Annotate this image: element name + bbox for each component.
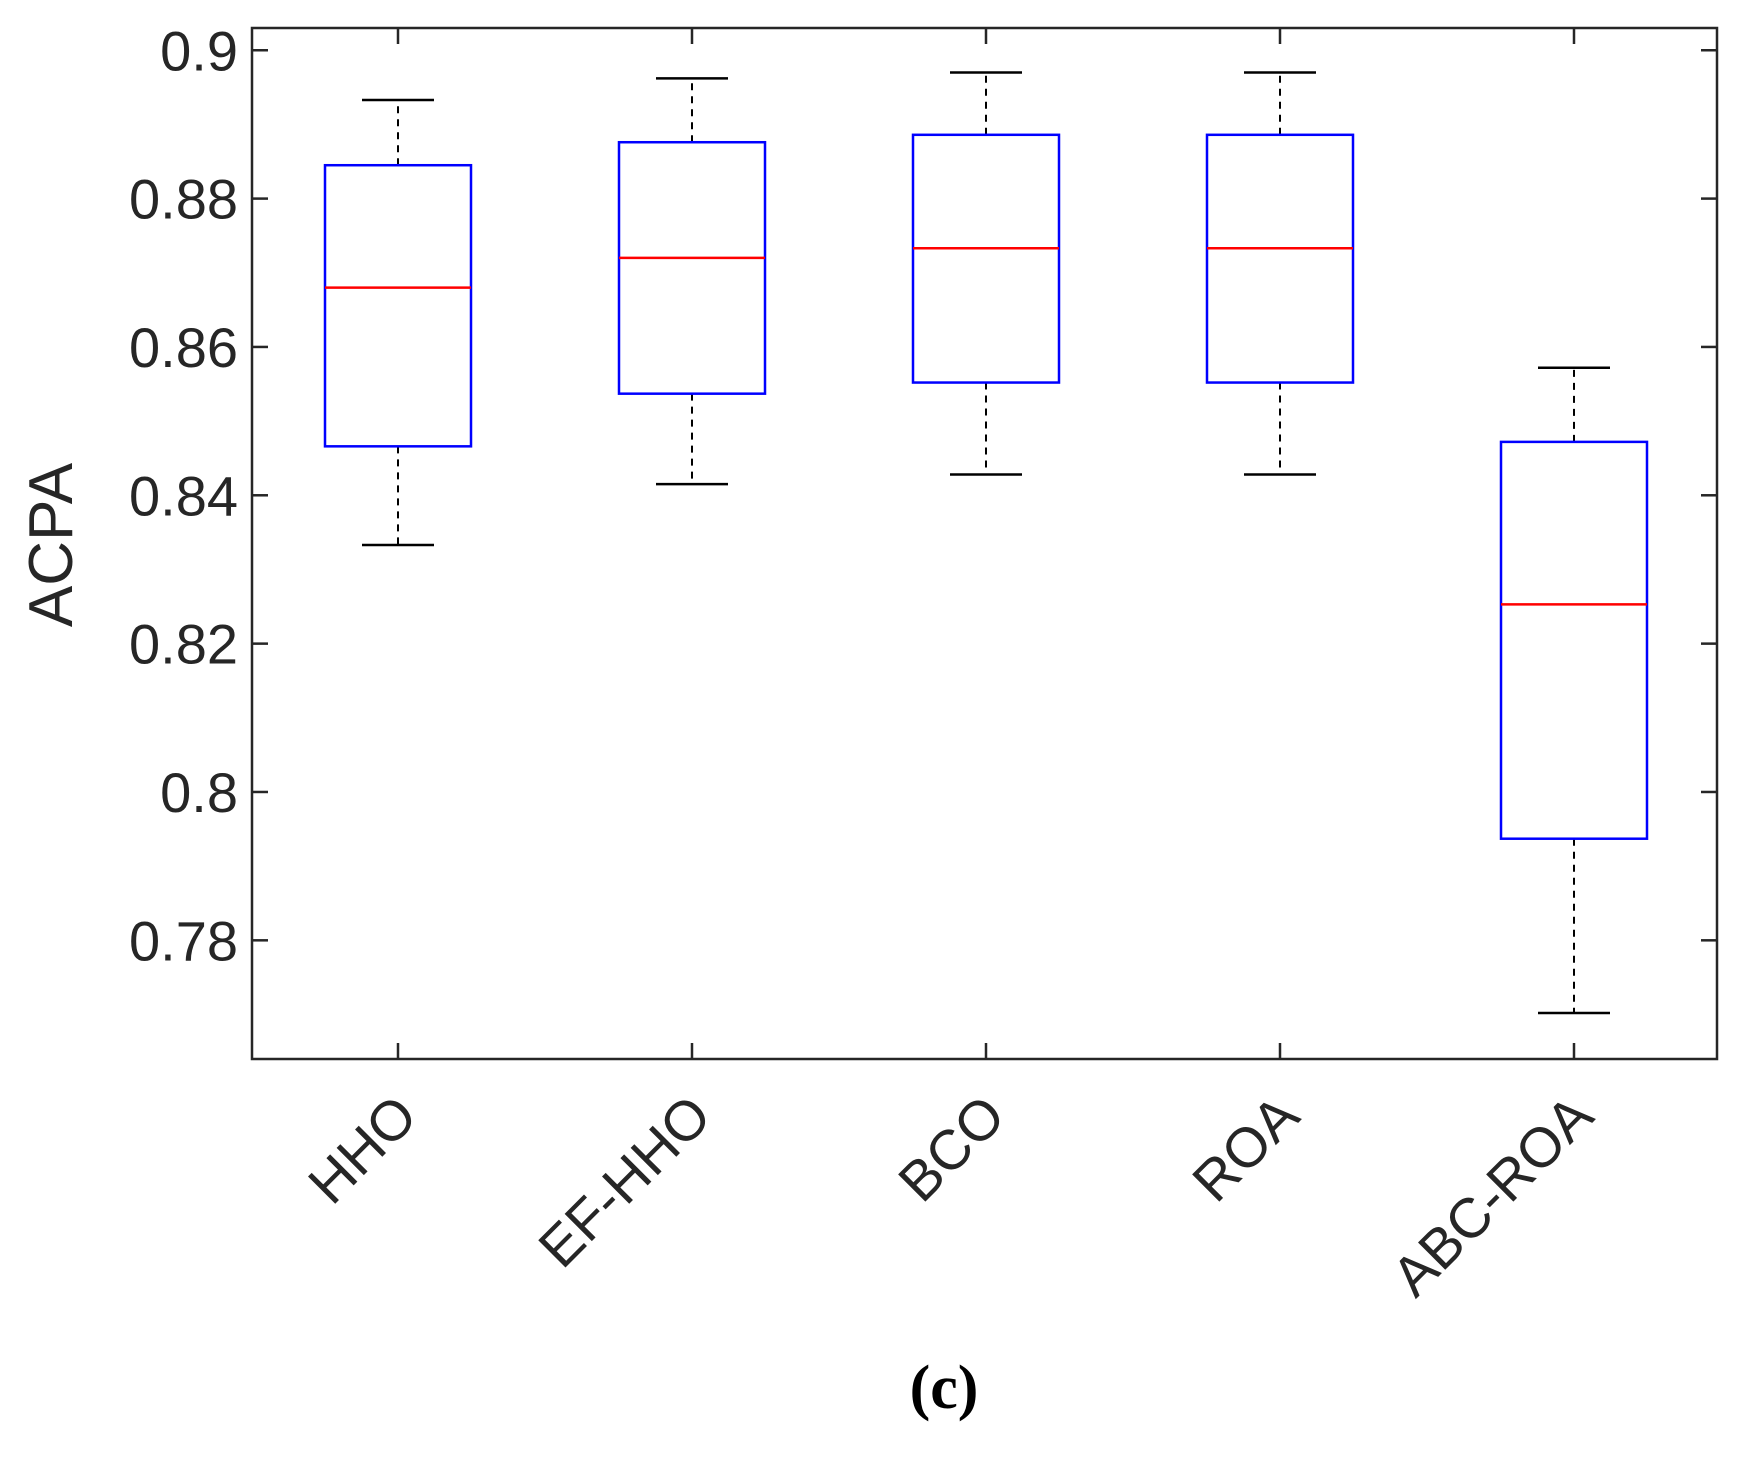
y-tick-label: 0.82 — [129, 613, 238, 676]
box-iqr — [1499, 440, 1649, 840]
y-tick-label: 0.86 — [129, 316, 238, 379]
y-tick-label: 0.84 — [129, 464, 238, 527]
y-tick-label: 0.78 — [129, 909, 238, 972]
panel-label: (c) — [910, 1354, 979, 1422]
box-iqr — [911, 133, 1061, 384]
box-iqr — [323, 163, 473, 448]
axes-frame — [250, 26, 1719, 1061]
y-tick-label: 0.88 — [129, 168, 238, 231]
y-tick-label: 0.9 — [160, 19, 238, 82]
box-iqr — [617, 140, 767, 395]
y-tick-label: 0.8 — [160, 761, 238, 824]
box-iqr — [1205, 133, 1355, 384]
y-axis-label: ACPA — [17, 462, 86, 627]
